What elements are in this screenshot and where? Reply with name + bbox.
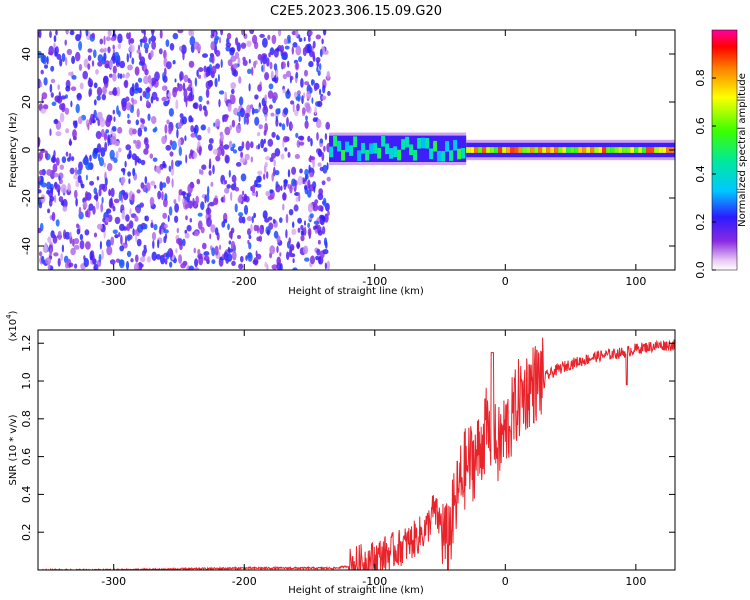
snr-y-ticks: 0.2 0.4 0.6 0.8 1.0 1.2 xyxy=(20,334,675,541)
colorbar-ticks: 0.0 0.2 0.4 0.6 0.8 xyxy=(694,69,716,279)
snr-y-label: SNR (10 * v/v) xyxy=(8,414,19,485)
x-tick-label: -100 xyxy=(362,275,387,288)
x-tick-label: 100 xyxy=(625,275,646,288)
colorbar-tick-label: 0.0 xyxy=(694,261,707,279)
spectrogram-y-ticks: -40 -20 0 20 40 xyxy=(20,47,675,255)
spectrogram-heatmap xyxy=(38,30,675,270)
x-tick-label: -100 xyxy=(362,575,387,588)
heatmap-region-2 xyxy=(329,132,467,165)
colorbar-label: Normalized spectral amplitude xyxy=(737,73,748,227)
y-tick-label: 20 xyxy=(20,95,33,109)
y-tick-label: 1.2 xyxy=(20,334,33,352)
x-tick-label: -200 xyxy=(232,275,257,288)
spectrogram-x-ticks: -300 -200 -100 0 100 xyxy=(101,30,646,288)
x-tick-label: -300 xyxy=(101,575,126,588)
snr-x-ticks: -300 -200 -100 0 100 xyxy=(101,330,646,588)
y-tick-label: -20 xyxy=(20,189,33,207)
heatmap-region-1 xyxy=(38,30,331,270)
snr-panel: -300 -200 -100 0 100 0.2 0.4 0.6 0.8 1.0 1.2 Heig… xyxy=(5,310,676,596)
y-tick-label: 40 xyxy=(20,47,33,61)
colorbar-gradient xyxy=(711,29,738,271)
spectrogram-y-label: Frequency (Hz) xyxy=(8,112,19,188)
heatmap-region-3 xyxy=(466,139,675,161)
x-tick-label: 0 xyxy=(502,275,509,288)
y-tick-label: 0.4 xyxy=(20,486,33,504)
y-tick-label: 0.2 xyxy=(20,523,33,541)
chart-title: C2E5.2023.306.15.09.G20 xyxy=(270,4,442,19)
snr-x-label: Height of straight line (km) xyxy=(288,585,424,596)
colorbar-tick-label: 0.8 xyxy=(694,69,707,87)
y-tick-label: 0.8 xyxy=(20,410,33,428)
colorbar-tick-label: 0.6 xyxy=(694,117,707,135)
snr-multiplier: (x104) xyxy=(5,310,19,341)
x-tick-label: 100 xyxy=(625,575,646,588)
snr-frame xyxy=(37,329,676,571)
y-tick-label: 1.0 xyxy=(20,372,33,390)
y-tick-label: 0.6 xyxy=(20,448,33,466)
colorbar: 0.0 0.2 0.4 0.6 0.8 Normalized spectral ampl… xyxy=(694,29,748,279)
colorbar-tick-label: 0.2 xyxy=(694,213,707,231)
x-tick-label: -200 xyxy=(232,575,257,588)
svg-text:(x104): (x104) xyxy=(5,310,19,341)
x-tick-label: -300 xyxy=(101,275,126,288)
y-tick-label: 0 xyxy=(20,147,33,154)
y-tick-label: -40 xyxy=(20,237,33,255)
spectrogram-x-label: Height of straight line (km) xyxy=(288,286,424,297)
snr-series-line xyxy=(38,337,675,570)
x-tick-label: 0 xyxy=(502,575,509,588)
colorbar-tick-label: 0.4 xyxy=(694,165,707,183)
